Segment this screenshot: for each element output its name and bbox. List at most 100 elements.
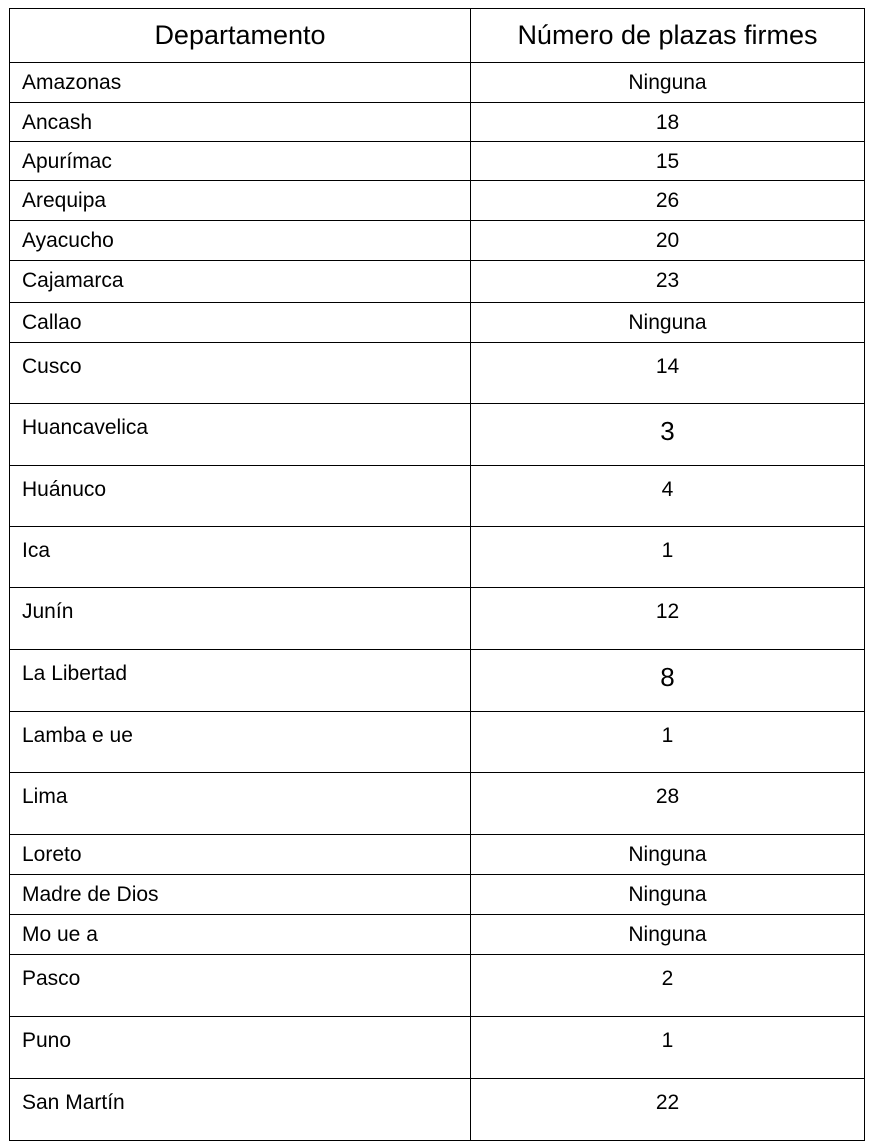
- plazas-count: 1: [661, 724, 674, 747]
- plazas-count: 14: [655, 355, 680, 378]
- department-cell: Lamba e ue: [9, 711, 471, 773]
- department-name: Mo ue a: [22, 923, 98, 946]
- department-name: Apurímac: [22, 150, 112, 173]
- table-row: Ancash 18: [9, 102, 865, 142]
- department-cell: Mo ue a: [9, 914, 471, 955]
- department-cell: Callao: [9, 302, 471, 343]
- table-row: Puno 1: [9, 1016, 865, 1079]
- table-row: Pasco 2: [9, 954, 865, 1017]
- plazas-count: Ninguna: [628, 843, 707, 866]
- header-cell: Departamento: [9, 8, 471, 63]
- count-cell: 1: [470, 526, 865, 588]
- plazas-count: 22: [655, 1091, 680, 1114]
- count-cell: Ninguna: [470, 302, 865, 343]
- count-cell: 3: [470, 403, 865, 466]
- department-cell: Amazonas: [9, 62, 471, 103]
- department-cell: Cusco: [9, 342, 471, 404]
- department-cell: Ancash: [9, 102, 471, 142]
- plazas-count: Ninguna: [628, 71, 707, 94]
- table-row: San Martín 22: [9, 1078, 865, 1141]
- department-name: Junín: [22, 600, 74, 623]
- department-name: Ayacucho: [22, 229, 114, 252]
- department-cell: Loreto: [9, 834, 471, 875]
- count-cell: 2: [470, 954, 865, 1017]
- department-name: Huánuco: [22, 478, 107, 501]
- department-cell: Apurímac: [9, 141, 471, 181]
- count-cell: Ninguna: [470, 874, 865, 915]
- plazas-count: 2: [661, 967, 674, 990]
- count-cell: Ninguna: [470, 62, 865, 103]
- plazas-count: 1: [661, 1029, 674, 1052]
- count-cell: 1: [470, 1016, 865, 1079]
- table-row: Junín 12: [9, 587, 865, 650]
- table-row: Huánuco 4: [9, 465, 865, 527]
- count-cell: Ninguna: [470, 914, 865, 955]
- department-cell: Madre de Dios: [9, 874, 471, 915]
- count-cell: 28: [470, 772, 865, 835]
- table-row: Cusco 14: [9, 342, 865, 404]
- count-cell: 12: [470, 587, 865, 650]
- plazas-count: 15: [655, 150, 680, 173]
- department-name: Pasco: [22, 967, 81, 990]
- department-cell: San Martín: [9, 1078, 471, 1141]
- department-name: Ancash: [22, 111, 93, 134]
- plazas-count: Ninguna: [628, 923, 707, 946]
- department-cell: Cajamarca: [9, 260, 471, 303]
- plazas-count: 18: [655, 111, 680, 134]
- department-cell: Huancavelica: [9, 403, 471, 466]
- plazas-count: 3: [660, 416, 675, 446]
- department-cell: La Libertad: [9, 649, 471, 712]
- count-cell: 8: [470, 649, 865, 712]
- count-cell: Ninguna: [470, 834, 865, 875]
- count-cell: 22: [470, 1078, 865, 1141]
- plazas-count: Ninguna: [628, 311, 707, 334]
- department-name: Madre de Dios: [22, 883, 159, 906]
- table-row: Amazonas Ninguna: [9, 62, 865, 103]
- table-row: Arequipa 26: [9, 180, 865, 221]
- count-cell: 23: [470, 260, 865, 303]
- count-cell: 20: [470, 220, 865, 261]
- plazas-count: 1: [661, 539, 674, 562]
- department-name: Lamba e ue: [22, 724, 133, 747]
- department-name: Lima: [22, 785, 68, 808]
- plazas-count: 12: [655, 600, 680, 623]
- table-body: Amazonas Ninguna Ancash 18 Apurímac 15 Arequip…: [9, 62, 865, 1141]
- department-name: Cajamarca: [22, 269, 124, 292]
- count-cell: 14: [470, 342, 865, 404]
- plazas-count: 8: [660, 662, 675, 692]
- count-cell: 15: [470, 141, 865, 181]
- department-name: Arequipa: [22, 189, 107, 212]
- department-cell: Lima: [9, 772, 471, 835]
- department-cell: Ica: [9, 526, 471, 588]
- table-row: Callao Ninguna: [9, 302, 865, 343]
- header-cell: Número de plazas firmes: [470, 8, 865, 63]
- department-cell: Puno: [9, 1016, 471, 1079]
- department-cell: Pasco: [9, 954, 471, 1017]
- department-name: Huancavelica: [22, 416, 149, 439]
- department-name: Amazonas: [22, 71, 122, 94]
- count-cell: 1: [470, 711, 865, 773]
- department-name: La Libertad: [22, 662, 128, 685]
- plazas-count: 23: [655, 269, 680, 292]
- department-name: Callao: [22, 311, 82, 334]
- department-name: Loreto: [22, 843, 82, 866]
- plazas-count: 28: [655, 785, 680, 808]
- table-row: Loreto Ninguna: [9, 834, 865, 875]
- department-name: San Martín: [22, 1091, 125, 1114]
- table-row: Ayacucho 20: [9, 220, 865, 261]
- table-row: Lima 28: [9, 772, 865, 835]
- department-name: Cusco: [22, 355, 82, 378]
- table-row: Cajamarca 23: [9, 260, 865, 303]
- plazas-count: Ninguna: [628, 883, 707, 906]
- table-header: Departamento Número de plazas firmes: [9, 8, 865, 63]
- department-cell: Arequipa: [9, 180, 471, 221]
- department-name: Puno: [22, 1029, 72, 1052]
- header-row: Departamento Número de plazas firmes: [9, 8, 865, 63]
- count-cell: 4: [470, 465, 865, 527]
- plazas-count: 20: [655, 229, 680, 252]
- table-row: Madre de Dios Ninguna: [9, 874, 865, 915]
- plazas-count: 26: [655, 189, 680, 212]
- table-row: Lamba e ue 1: [9, 711, 865, 773]
- plazas-count: 4: [661, 478, 674, 501]
